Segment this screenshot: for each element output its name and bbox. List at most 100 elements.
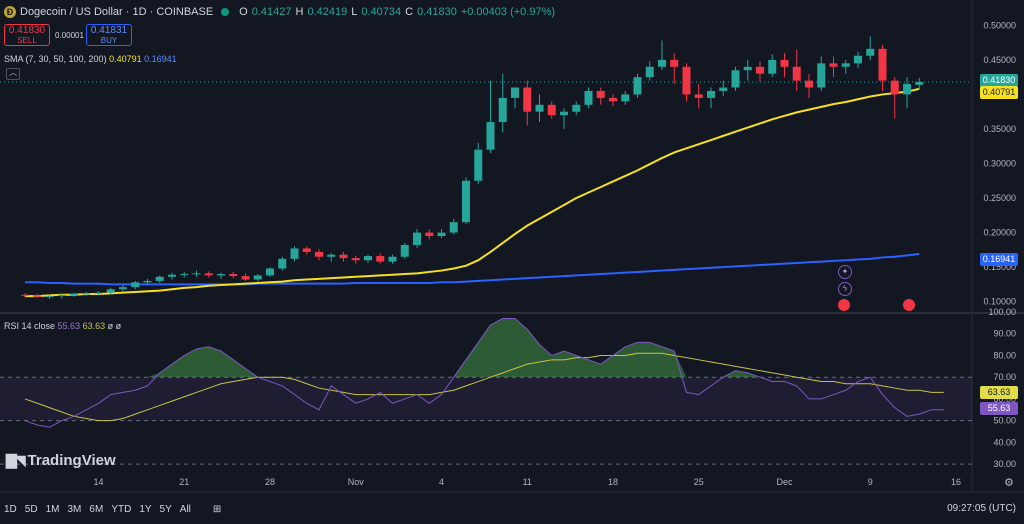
time-axis-label: 14 <box>93 477 103 487</box>
time-axis-label: Nov <box>348 477 365 487</box>
rsi-line <box>24 318 944 428</box>
rsi-axis-label: 100.00 <box>988 307 1016 317</box>
rsi-value: 55.63 <box>57 321 81 331</box>
change-value: +0.00403 (+0.97%) <box>460 6 556 18</box>
candle-body <box>547 104 556 116</box>
market-status-icon <box>221 8 230 16</box>
candle-body <box>278 258 287 269</box>
candle-body <box>327 254 336 257</box>
range-ytd[interactable]: YTD <box>111 503 132 515</box>
range-5y[interactable]: 5Y <box>159 503 172 515</box>
chevron-up-icon[interactable]: ︿ <box>6 68 20 80</box>
rsi-overbought-fill <box>25 318 944 378</box>
candle-body <box>192 273 201 275</box>
candle-body <box>290 248 299 259</box>
candle-body <box>266 268 274 276</box>
candle-body <box>584 90 593 105</box>
lightning-icon[interactable]: ϟ <box>838 282 852 296</box>
candle-body <box>682 66 691 95</box>
range-6m[interactable]: 6M <box>89 503 104 515</box>
candle-body <box>180 274 189 276</box>
sell-button[interactable]: 0.41830 SELL <box>4 24 50 46</box>
candle-body <box>143 280 152 283</box>
sma-slow-line <box>25 252 920 286</box>
candle-body <box>241 276 250 280</box>
range-all[interactable]: All <box>179 503 191 515</box>
flag-event-icon[interactable] <box>903 299 915 311</box>
high-value: 0.42419 <box>307 6 348 18</box>
range-1d[interactable]: 1D <box>4 503 17 515</box>
candle-body <box>658 59 666 67</box>
candle-body <box>339 254 348 259</box>
candle-body <box>854 55 862 64</box>
sma-value-slow: 0.16941 <box>144 54 177 64</box>
time-axis-label: Dec <box>776 477 793 487</box>
candle-body <box>106 289 115 293</box>
candle-body <box>21 294 29 296</box>
sell-price: 0.41830 <box>8 25 46 36</box>
candle-body <box>756 66 764 74</box>
sma-fast-line <box>25 87 920 298</box>
candle-body <box>229 274 238 277</box>
candle-body <box>731 70 740 88</box>
candle-body <box>217 274 225 276</box>
candle-body <box>413 232 421 246</box>
clock: 09:27:05 (UTC) <box>947 503 1016 514</box>
candle-body <box>425 232 434 237</box>
candle-body <box>903 84 911 95</box>
low-value: 0.40734 <box>361 6 402 18</box>
rsi-ma-value: 63.63 <box>82 321 106 331</box>
candle-body <box>560 111 568 116</box>
candle-body <box>743 66 752 71</box>
rsi-tag: 55.63 <box>980 402 1018 415</box>
time-axis-label: 18 <box>608 477 618 487</box>
sma-label: SMA (7, 30, 50, 100, 200) <box>4 54 107 64</box>
range-1y[interactable]: 1Y <box>139 503 152 515</box>
close-label: C <box>405 6 414 18</box>
date-range-icon[interactable]: ⊞ <box>212 503 222 515</box>
candle-body <box>400 245 409 257</box>
buy-button[interactable]: 0.41831 BUY <box>86 24 132 46</box>
candle-body <box>155 276 164 281</box>
candle-body <box>437 232 446 237</box>
rsi-extra: ø ø <box>107 321 122 331</box>
candle-body <box>878 48 887 81</box>
candle-body <box>890 80 899 95</box>
candle-body <box>302 248 311 252</box>
event-marker-icon[interactable]: ✦ <box>838 265 852 279</box>
range-3m[interactable]: 3M <box>67 503 82 515</box>
candle-body <box>94 292 103 294</box>
time-axis-label: 16 <box>951 477 961 487</box>
sma-legend[interactable]: SMA (7, 30, 50, 100, 200) 0.40791 0.1694… <box>4 54 177 64</box>
spread-value: 0.00001 <box>55 31 84 40</box>
time-axis-label: 11 <box>523 477 532 487</box>
price-axis-label: 0.45000 <box>983 55 1016 65</box>
candle-body <box>866 48 875 56</box>
candle-body <box>131 282 140 288</box>
rsi-axis-label: 30.00 <box>993 459 1016 469</box>
candle-body <box>82 293 91 295</box>
rsi-ma-tag: 63.63 <box>980 386 1018 399</box>
rsi-axis-label: 90.00 <box>993 329 1016 339</box>
candle-body <box>633 77 642 95</box>
symbol-title[interactable]: Dogecoin / US Dollar · 1D · COINBASE <box>20 6 214 18</box>
time-axis-label: 21 <box>179 477 189 487</box>
candle-body <box>805 80 813 88</box>
rsi-legend[interactable]: RSI 14 close 55.63 63.63 ø ø <box>4 321 121 331</box>
candle-body <box>609 97 617 102</box>
range-1m[interactable]: 1M <box>45 503 60 515</box>
last-price-tag: 0.41830 <box>980 74 1018 87</box>
candle-body <box>817 63 826 88</box>
range-5d[interactable]: 5D <box>24 503 38 515</box>
candle-body <box>351 258 360 261</box>
flag-event-icon[interactable] <box>838 299 850 311</box>
candle-body <box>33 295 42 297</box>
candle-body <box>253 275 262 280</box>
candle-body <box>768 59 777 74</box>
sma-value-fast: 0.40791 <box>109 54 142 64</box>
open-label: O <box>239 6 248 18</box>
candle-body <box>535 104 544 112</box>
rsi-axis-label: 80.00 <box>993 350 1016 360</box>
candle-body <box>364 256 372 261</box>
